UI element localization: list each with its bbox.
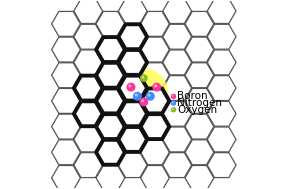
Polygon shape	[74, 0, 103, 23]
Circle shape	[139, 97, 148, 106]
Circle shape	[140, 74, 148, 82]
Polygon shape	[185, 37, 214, 62]
Polygon shape	[140, 12, 169, 36]
Text: Boron: Boron	[177, 91, 208, 101]
Polygon shape	[185, 12, 214, 36]
Polygon shape	[207, 50, 236, 75]
Polygon shape	[74, 24, 103, 49]
Polygon shape	[140, 63, 169, 88]
Polygon shape	[52, 166, 80, 189]
Polygon shape	[96, 114, 125, 139]
Polygon shape	[185, 114, 214, 139]
Polygon shape	[52, 114, 80, 139]
Circle shape	[126, 83, 136, 92]
Text: Oxygen: Oxygen	[177, 105, 217, 115]
Polygon shape	[74, 153, 103, 177]
Polygon shape	[207, 0, 236, 23]
Polygon shape	[163, 101, 192, 126]
Polygon shape	[96, 63, 125, 88]
Polygon shape	[163, 0, 192, 23]
Polygon shape	[140, 140, 169, 165]
Polygon shape	[163, 76, 192, 101]
Circle shape	[171, 107, 176, 112]
Polygon shape	[207, 76, 236, 101]
Text: Nitrogen: Nitrogen	[177, 98, 222, 108]
Polygon shape	[118, 50, 147, 75]
Circle shape	[154, 84, 157, 88]
Polygon shape	[163, 127, 192, 152]
Circle shape	[146, 92, 155, 101]
Polygon shape	[140, 114, 169, 139]
Polygon shape	[118, 24, 147, 49]
Polygon shape	[96, 166, 125, 189]
Circle shape	[141, 99, 144, 102]
Circle shape	[171, 100, 176, 106]
Polygon shape	[74, 50, 103, 75]
Polygon shape	[52, 63, 80, 88]
Polygon shape	[163, 24, 192, 49]
Polygon shape	[74, 101, 103, 126]
Polygon shape	[207, 24, 236, 49]
Circle shape	[172, 95, 174, 97]
Polygon shape	[74, 76, 103, 101]
Polygon shape	[185, 140, 214, 165]
Polygon shape	[207, 101, 236, 126]
Polygon shape	[140, 166, 169, 189]
Polygon shape	[96, 88, 125, 113]
Circle shape	[171, 94, 176, 99]
Circle shape	[172, 101, 174, 103]
Circle shape	[135, 94, 138, 97]
Polygon shape	[96, 12, 125, 36]
Polygon shape	[118, 153, 147, 177]
Polygon shape	[185, 63, 214, 88]
Polygon shape	[52, 140, 80, 165]
Circle shape	[147, 94, 151, 97]
Circle shape	[133, 92, 142, 101]
Polygon shape	[118, 127, 147, 152]
Polygon shape	[163, 153, 192, 177]
Polygon shape	[96, 140, 125, 165]
Polygon shape	[52, 37, 80, 62]
Polygon shape	[96, 37, 125, 62]
Polygon shape	[52, 88, 80, 113]
Circle shape	[152, 83, 161, 92]
Circle shape	[172, 108, 174, 110]
Polygon shape	[140, 37, 169, 62]
Polygon shape	[185, 166, 214, 189]
Polygon shape	[52, 12, 80, 36]
Polygon shape	[118, 0, 147, 23]
Polygon shape	[163, 50, 192, 75]
Circle shape	[128, 84, 131, 88]
Polygon shape	[118, 76, 147, 101]
Polygon shape	[207, 127, 236, 152]
Polygon shape	[74, 127, 103, 152]
Polygon shape	[140, 88, 169, 113]
Circle shape	[120, 68, 168, 117]
Circle shape	[141, 76, 144, 78]
Polygon shape	[207, 153, 236, 177]
Polygon shape	[185, 88, 214, 113]
Polygon shape	[118, 101, 147, 126]
